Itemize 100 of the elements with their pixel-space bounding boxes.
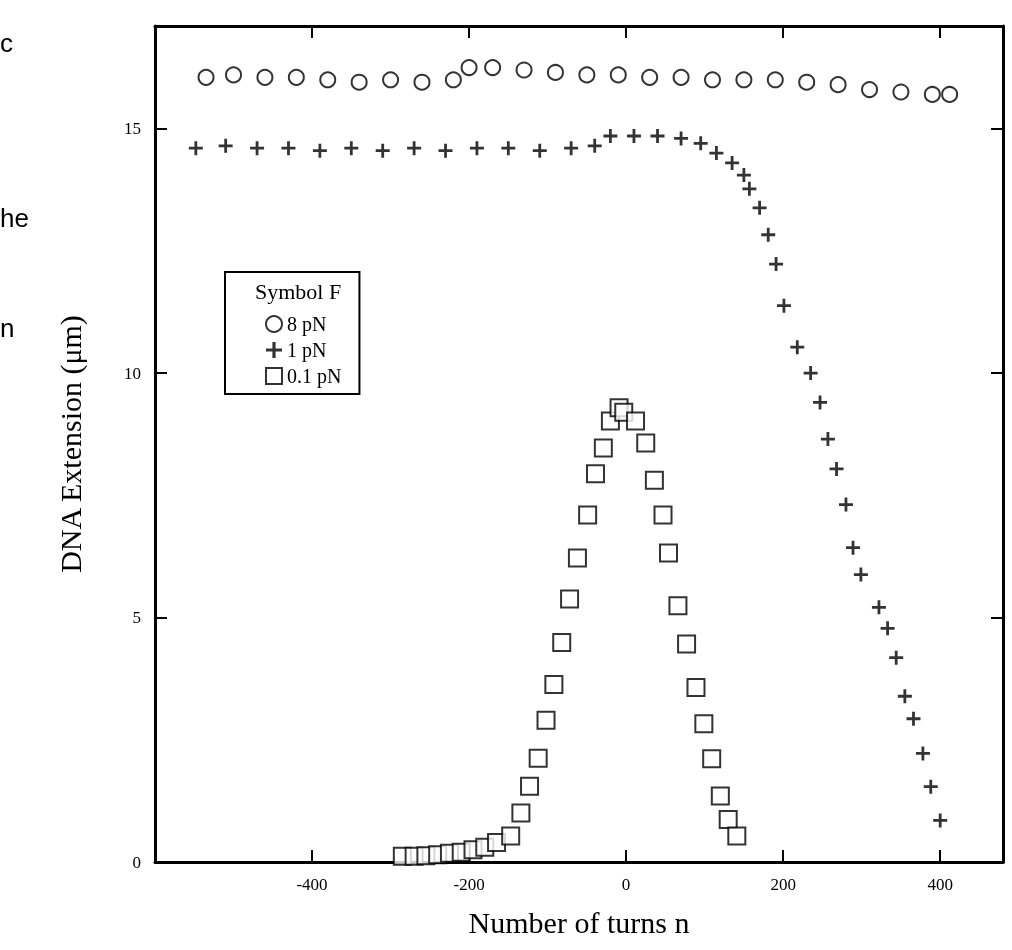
y-tick-label: 0 bbox=[132, 852, 141, 872]
point bbox=[287, 68, 305, 86]
point bbox=[567, 548, 587, 568]
legend-label: 0.1 pN bbox=[287, 365, 342, 388]
point bbox=[915, 746, 930, 761]
point bbox=[668, 596, 688, 616]
point bbox=[813, 395, 828, 410]
point bbox=[546, 63, 564, 81]
point bbox=[820, 432, 835, 447]
point bbox=[444, 71, 462, 89]
legend-label: 1 pN bbox=[287, 339, 327, 362]
point bbox=[644, 470, 664, 490]
point bbox=[880, 621, 895, 636]
point bbox=[674, 131, 689, 146]
point bbox=[501, 141, 516, 156]
point bbox=[438, 143, 453, 158]
point bbox=[672, 68, 690, 86]
point bbox=[312, 143, 327, 158]
point bbox=[407, 141, 422, 156]
point bbox=[709, 146, 724, 161]
point bbox=[552, 632, 572, 652]
point bbox=[829, 461, 844, 476]
point bbox=[536, 710, 556, 730]
y-tick-label: 10 bbox=[124, 363, 141, 383]
point bbox=[218, 138, 233, 153]
point bbox=[188, 141, 203, 156]
point bbox=[626, 411, 646, 431]
text: c bbox=[0, 28, 13, 58]
point bbox=[941, 85, 959, 103]
x-tick-label: -400 bbox=[296, 875, 328, 894]
legend-label: 8 pN bbox=[287, 313, 327, 336]
y-tick-label: 15 bbox=[124, 119, 141, 139]
point bbox=[578, 505, 598, 525]
point bbox=[636, 433, 656, 453]
point bbox=[686, 677, 706, 697]
point bbox=[585, 464, 605, 484]
point bbox=[659, 543, 679, 563]
point bbox=[853, 567, 868, 582]
point bbox=[515, 61, 533, 79]
point bbox=[641, 68, 659, 86]
point bbox=[861, 81, 879, 99]
point bbox=[766, 71, 784, 89]
point bbox=[677, 634, 697, 654]
point bbox=[790, 340, 805, 355]
point bbox=[736, 168, 751, 183]
point bbox=[578, 66, 596, 84]
point bbox=[501, 826, 521, 846]
point bbox=[906, 711, 921, 726]
x-tick-label: 200 bbox=[770, 875, 796, 894]
point bbox=[693, 136, 708, 151]
point bbox=[319, 71, 337, 89]
point bbox=[871, 600, 886, 615]
point bbox=[587, 138, 602, 153]
point bbox=[460, 59, 478, 77]
point bbox=[564, 141, 579, 156]
point bbox=[829, 76, 847, 94]
point bbox=[838, 497, 853, 512]
point bbox=[694, 714, 714, 734]
text: he bbox=[0, 203, 29, 233]
point bbox=[413, 73, 431, 91]
point bbox=[776, 298, 791, 313]
x-tick-label: -200 bbox=[453, 875, 485, 894]
x-tick-label: 0 bbox=[621, 875, 631, 894]
point bbox=[889, 650, 904, 665]
point bbox=[650, 129, 665, 143]
x-axis-title: Number of turns n bbox=[468, 905, 690, 939]
point bbox=[528, 748, 548, 768]
point bbox=[484, 59, 502, 77]
point bbox=[382, 71, 400, 89]
point bbox=[710, 786, 730, 806]
x-tick-label: 400 bbox=[927, 875, 953, 894]
point bbox=[281, 141, 296, 156]
point bbox=[560, 589, 580, 609]
point bbox=[702, 749, 722, 769]
point bbox=[923, 779, 938, 794]
point bbox=[735, 71, 753, 89]
point bbox=[256, 68, 274, 86]
legend-title: Symbol F bbox=[255, 278, 342, 304]
y-axis-title: DNA Extension (μm) bbox=[53, 315, 88, 573]
point bbox=[725, 155, 740, 170]
text: n bbox=[0, 313, 15, 343]
point bbox=[923, 85, 941, 103]
point bbox=[752, 200, 767, 215]
point bbox=[761, 227, 776, 242]
point bbox=[375, 143, 390, 158]
point bbox=[609, 66, 627, 84]
point bbox=[653, 505, 673, 525]
y-tick-label: 5 bbox=[132, 608, 141, 628]
point bbox=[933, 813, 948, 828]
point bbox=[603, 129, 618, 143]
point bbox=[892, 83, 910, 101]
point bbox=[593, 438, 613, 458]
point bbox=[803, 366, 818, 381]
point bbox=[225, 66, 243, 84]
point bbox=[897, 689, 912, 704]
point bbox=[718, 809, 738, 829]
point bbox=[469, 141, 484, 156]
point bbox=[727, 826, 747, 846]
point bbox=[544, 675, 564, 695]
point bbox=[197, 68, 215, 86]
